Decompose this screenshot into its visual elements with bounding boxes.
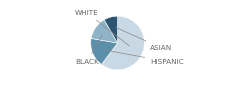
Wedge shape <box>104 16 118 43</box>
Text: BLACK: BLACK <box>75 35 102 64</box>
Wedge shape <box>91 20 118 43</box>
Text: ASIAN: ASIAN <box>116 27 173 51</box>
Wedge shape <box>91 38 118 64</box>
Text: HISPANIC: HISPANIC <box>104 50 184 64</box>
Text: WHITE: WHITE <box>75 10 129 46</box>
Wedge shape <box>102 16 144 70</box>
